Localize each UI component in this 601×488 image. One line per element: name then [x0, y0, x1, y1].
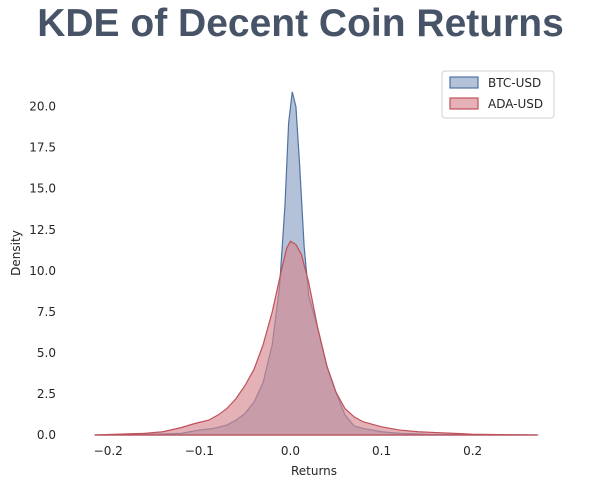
y-tick-label: 5.0	[37, 346, 56, 360]
y-tick-label: 20.0	[29, 100, 56, 114]
legend-swatch	[449, 97, 479, 110]
x-tick-label: 0.0	[281, 444, 300, 458]
y-tick-label: 10.0	[29, 264, 56, 278]
y-tick-label: 17.5	[29, 141, 56, 155]
x-axis: −0.2 −0.1 0.0 0.1 0.2	[94, 444, 483, 458]
legend-label: BTC-USD	[488, 76, 541, 90]
y-axis-label: Density	[9, 230, 23, 276]
y-tick-label: 0.0	[37, 428, 56, 442]
chart-title: KDE of Decent Coin Returns	[37, 2, 564, 45]
y-tick-label: 12.5	[29, 223, 56, 237]
x-tick-label: 0.2	[463, 444, 482, 458]
x-tick-label: −0.1	[185, 444, 214, 458]
x-tick-label: 0.1	[372, 444, 391, 458]
x-tick-label: −0.2	[94, 444, 123, 458]
x-axis-label: Returns	[291, 464, 337, 478]
y-axis: 0.0 2.5 5.0 7.5 10.0 12.5 15.0 17.5 20.0	[29, 100, 56, 442]
legend-label: ADA-USD	[488, 97, 543, 111]
y-tick-label: 2.5	[37, 387, 56, 401]
kde-area-ada-usd	[94, 240, 539, 436]
legend: BTC-USD ADA-USD	[441, 70, 555, 119]
y-tick-label: 7.5	[37, 305, 56, 319]
kde-areas	[94, 91, 539, 436]
y-tick-label: 15.0	[29, 182, 56, 196]
legend-swatch	[449, 76, 479, 89]
